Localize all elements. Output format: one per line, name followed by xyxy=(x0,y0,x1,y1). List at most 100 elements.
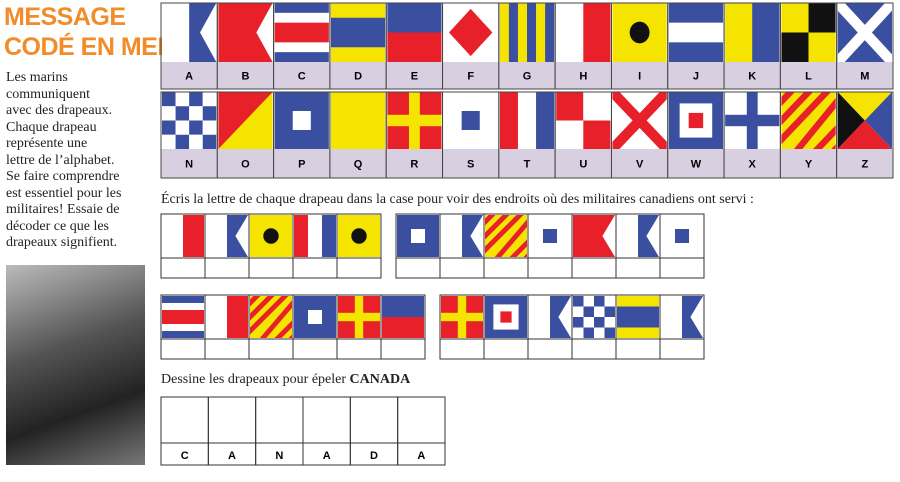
flag xyxy=(162,215,204,257)
letter-band xyxy=(498,149,556,178)
flag-letter: O xyxy=(241,159,250,171)
flag-letter: Z xyxy=(861,159,868,171)
flag-part xyxy=(162,331,204,338)
flag xyxy=(387,92,442,149)
flag-part xyxy=(668,42,724,62)
flag-part xyxy=(292,111,311,130)
flag-part xyxy=(274,52,329,62)
letter-band xyxy=(442,62,499,89)
letter-band xyxy=(611,149,668,178)
flag-part xyxy=(387,3,442,33)
letter-band xyxy=(611,62,668,89)
flag-part xyxy=(556,3,584,62)
letter-band xyxy=(780,149,837,178)
flag-part xyxy=(536,92,555,149)
intro-line: Chaque drapeau xyxy=(6,119,97,135)
flag-part xyxy=(351,228,367,244)
letter-band xyxy=(329,149,387,178)
letter-band xyxy=(780,62,837,89)
flag-part xyxy=(612,92,667,149)
flag-part xyxy=(162,310,204,318)
flag xyxy=(781,3,836,62)
flag xyxy=(382,296,424,338)
flag-part xyxy=(218,3,273,62)
flag-part xyxy=(462,215,483,257)
flag xyxy=(661,296,703,338)
flag-letter: N xyxy=(185,159,193,171)
flag-part xyxy=(189,134,203,149)
flag-part xyxy=(338,312,380,322)
flag-part xyxy=(162,92,176,107)
flag-part xyxy=(604,296,615,307)
flag xyxy=(338,215,380,257)
flag-part xyxy=(675,229,689,243)
flag-part xyxy=(175,92,190,107)
flag-letter: D xyxy=(354,71,362,83)
title-line: MESSAGE xyxy=(4,3,126,31)
flag-part xyxy=(583,327,594,338)
flag-part xyxy=(263,228,279,244)
letter-band xyxy=(724,149,781,178)
flag-part xyxy=(604,327,615,338)
flag-part xyxy=(808,3,836,33)
flag xyxy=(668,3,724,62)
flag xyxy=(781,92,836,149)
flag-letter: I xyxy=(638,71,641,83)
flag-part xyxy=(162,317,204,325)
flag xyxy=(250,296,292,338)
flag-part xyxy=(162,3,190,62)
draw-letter: N xyxy=(275,450,283,462)
cell-border xyxy=(836,2,894,90)
flag xyxy=(617,296,659,338)
flag-part xyxy=(162,215,184,257)
flag xyxy=(443,3,498,62)
flag-part xyxy=(294,215,309,257)
flag-part xyxy=(441,215,462,257)
title: MESSAGE CODÉ EN MER xyxy=(4,2,175,62)
flag-part xyxy=(573,327,584,338)
flag-part xyxy=(411,229,425,243)
flag-letter: W xyxy=(691,159,702,171)
flag-part xyxy=(725,114,780,127)
flag xyxy=(612,3,667,62)
flag-part xyxy=(330,92,386,149)
flag xyxy=(725,3,780,62)
draw-instruction-word: CANADA xyxy=(349,372,411,387)
flag-part xyxy=(189,106,203,121)
flag-part xyxy=(183,215,204,257)
flag-part xyxy=(206,296,228,338)
flag-part xyxy=(175,134,190,149)
flag-letter: S xyxy=(467,159,474,171)
flag xyxy=(206,215,248,257)
flag-part xyxy=(661,296,682,338)
flag-part xyxy=(781,32,809,62)
flag-part xyxy=(617,317,659,328)
flag-part xyxy=(781,92,836,149)
intro-line: Les marins xyxy=(6,70,68,85)
flag-letter: L xyxy=(805,71,812,83)
flag-part xyxy=(227,215,248,257)
flag xyxy=(441,215,483,257)
letter-band xyxy=(217,62,274,89)
flag-part xyxy=(330,47,386,62)
letter-band xyxy=(836,62,893,89)
flag xyxy=(162,3,217,62)
flag-part xyxy=(583,296,594,307)
flag-part xyxy=(573,215,615,257)
flag-part xyxy=(382,317,424,338)
photo xyxy=(6,265,145,465)
flag-part xyxy=(308,215,323,257)
letter-band xyxy=(555,62,612,89)
flag-part xyxy=(308,310,322,324)
flag-part xyxy=(545,3,555,62)
flag xyxy=(573,215,615,257)
intro-line: Se faire comprendre xyxy=(6,169,120,184)
draw-letter: A xyxy=(228,450,236,462)
flag-part xyxy=(543,229,557,243)
flag xyxy=(485,215,527,257)
flag-part xyxy=(162,120,176,135)
flag-part xyxy=(162,303,204,311)
flag-part xyxy=(189,3,217,62)
letter-band xyxy=(836,149,893,178)
flag-letter: P xyxy=(298,159,305,171)
